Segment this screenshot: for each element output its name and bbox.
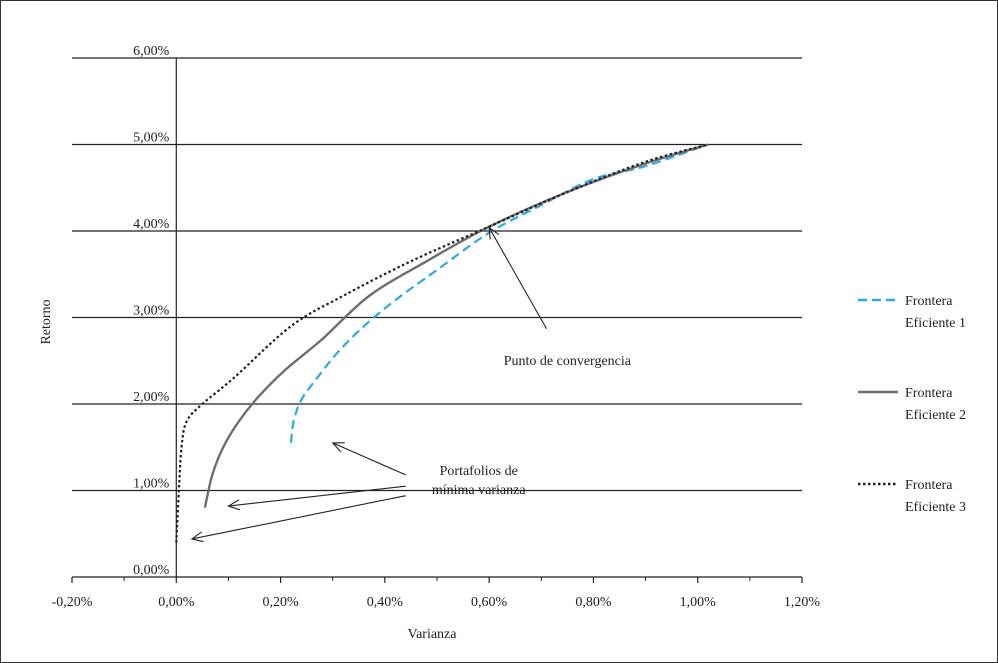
y-tick-label-1: 1,00% — [133, 477, 170, 492]
y-tick-label-4: 4,00% — [133, 217, 170, 232]
y-tick-label-0: 0,00% — [133, 563, 170, 578]
x-tick-label-3: 0,40% — [367, 595, 404, 610]
y-tick-label-6: 6,00% — [133, 44, 170, 59]
series-line-2 — [203, 143, 709, 509]
legend-label-3-line-1: Frontera — [905, 478, 953, 493]
annotation-2-line-1: Portafolios de — [440, 464, 518, 479]
annotation-2-arrow-2 — [228, 485, 406, 506]
x-tick-label-1: 0,00% — [158, 595, 195, 610]
x-tick-label-7: 1,20% — [784, 595, 821, 610]
legend-label-3-line-2: Eficiente 3 — [905, 500, 966, 515]
annotation-2-arrow-3 — [192, 495, 406, 539]
y-tick-label-2: 2,00% — [133, 390, 170, 405]
legend-label-2-line-2: Eficiente 2 — [905, 408, 966, 423]
axes: -0,20% 0,00% 0,20% 0,40% 0,60% 0,80% 1,00% 1,20… — [52, 44, 821, 610]
series-group — [175, 143, 709, 543]
x-tick-label-4: 0,60% — [471, 595, 508, 610]
annotation-1-line-1: Punto de convergencia — [504, 354, 632, 369]
y-axis-label: Retorno — [39, 299, 54, 344]
legend-label-1-line-2: Eficiente 1 — [905, 316, 966, 331]
series-line-3 — [175, 143, 709, 543]
x-tick-label-0: -0,20% — [52, 595, 93, 610]
y-tick-label-3: 3,00% — [133, 304, 170, 319]
annotation-2-line-2: mínima varianza — [432, 483, 526, 498]
series-line-1 — [289, 143, 709, 444]
legend-label-1-line-1: Frontera — [905, 294, 953, 309]
x-tick-label-5: 0,80% — [575, 595, 612, 610]
gridlines — [72, 57, 802, 492]
x-axis-label: Varianza — [408, 627, 458, 642]
legend: Frontera Eficiente 1 Frontera Eficiente 2 Fr… — [858, 294, 966, 515]
y-tick-label-5: 5,00% — [133, 131, 170, 146]
annotation-1-arrow-1 — [489, 228, 547, 330]
annotation-2-arrow-1 — [333, 443, 406, 476]
x-tick-label-2: 0,20% — [262, 595, 299, 610]
annotations: Punto de convergencia Portafolios de mínim… — [192, 228, 632, 539]
x-tick-label-6: 1,00% — [680, 595, 717, 610]
legend-label-2-line-1: Frontera — [905, 386, 953, 401]
